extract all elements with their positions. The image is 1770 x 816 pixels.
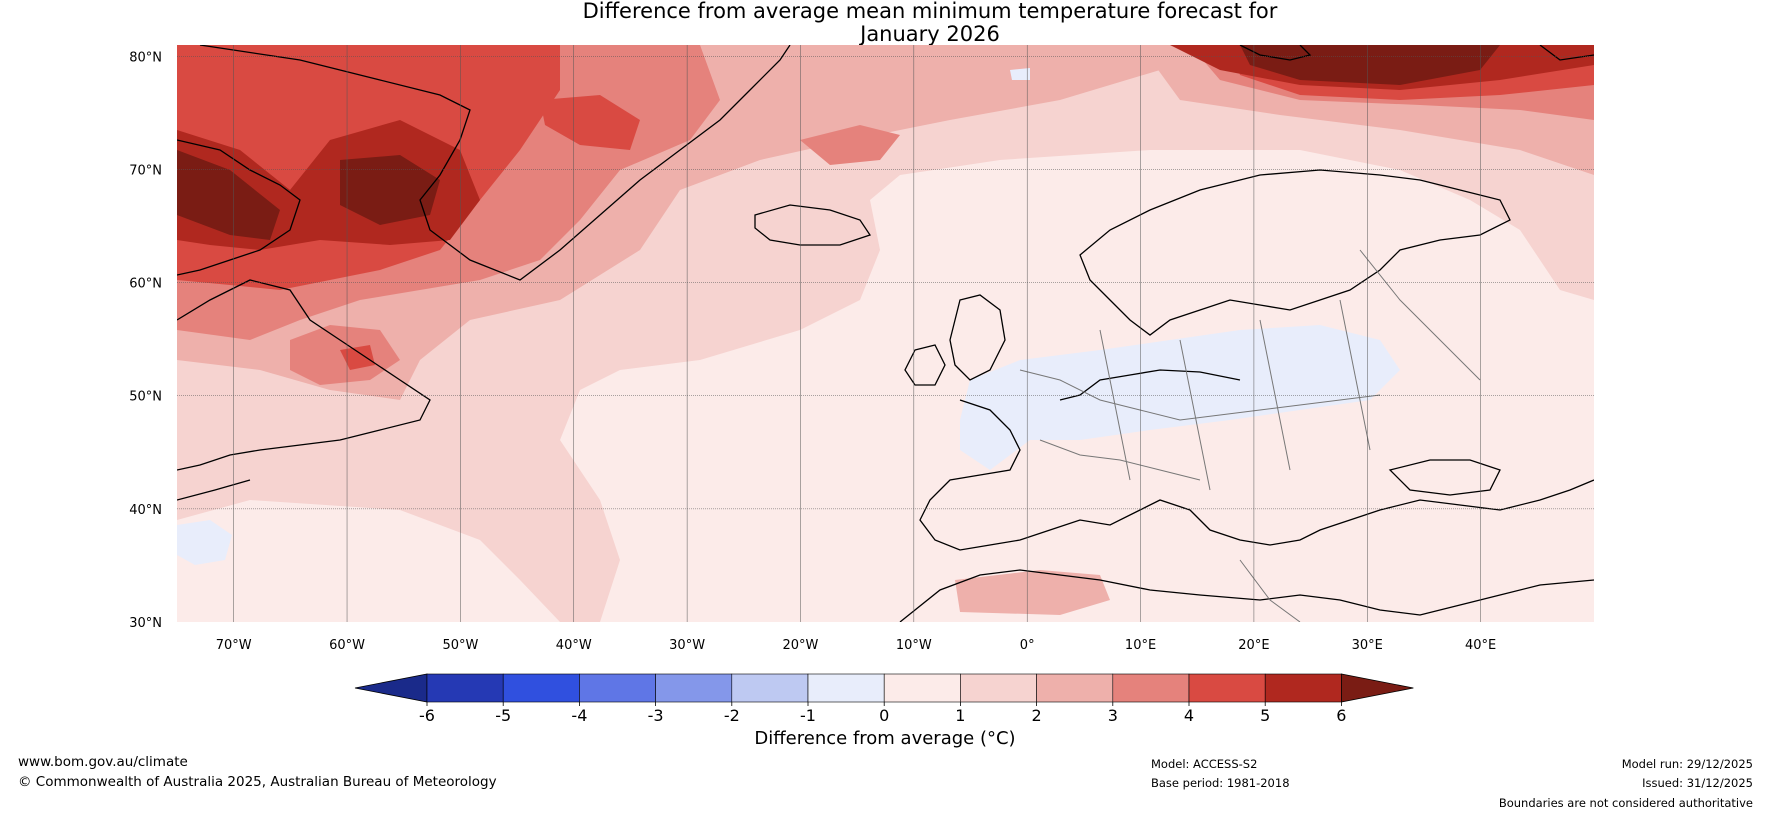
- lon-label: 30°E: [1352, 638, 1383, 653]
- britain-coast: [949, 294, 1006, 381]
- colorbar-segment: [1264, 673, 1342, 703]
- border-line-5: [1339, 299, 1371, 451]
- colorbar-tick-label: -1: [800, 706, 816, 725]
- border-line-6: [1039, 439, 1201, 481]
- anomaly-field: [177, 45, 1594, 622]
- baffin-coast: [177, 139, 301, 276]
- border-line-4: [1259, 319, 1291, 471]
- border-line-2: [1099, 329, 1131, 481]
- anomaly-0-1-south-region: [177, 500, 560, 622]
- novaya-zemlya-coast: [1539, 45, 1594, 61]
- greenland-coast: [199, 45, 791, 281]
- colorbar-segment: [426, 673, 504, 703]
- colorbar-tick-label: 5: [1260, 706, 1270, 725]
- colorbar: [354, 673, 1414, 703]
- north-america-south-coast: [177, 479, 251, 501]
- lon-label: 50°W: [442, 638, 478, 653]
- border-line-7: [1359, 249, 1481, 381]
- lat-label: 40°N: [129, 503, 162, 518]
- footer-model-run: Model run: 29/12/2025: [1621, 757, 1753, 771]
- chart-title: Difference from average mean minimum tem…: [520, 0, 1340, 46]
- lat-label: 50°N: [129, 390, 162, 405]
- north-africa-coast: [899, 569, 1594, 622]
- anomaly-4-5-newfoundland-region: [340, 345, 375, 370]
- colorbar-segment: [502, 673, 580, 703]
- footer-site: www.bom.gov.au/climate: [18, 754, 188, 770]
- ireland-coast: [904, 344, 946, 386]
- colorbar-tick-label: -3: [648, 706, 664, 725]
- footer-disclaimer: Boundaries are not considered authoritat…: [1498, 796, 1753, 810]
- anomaly-neg-arctic-spot: [1010, 68, 1030, 80]
- colorbar-tick-label: -4: [571, 706, 587, 725]
- colorbar-tick-label: -5: [495, 706, 511, 725]
- anomaly-2-3-africa-region: [955, 570, 1110, 615]
- anomaly-gt6-arctic-region: [1240, 45, 1500, 85]
- lon-label: 10°W: [896, 638, 932, 653]
- anomaly-3-4-iceland-region: [800, 125, 900, 165]
- colorbar-segment: [1188, 673, 1266, 703]
- colorbar-extend-high: [1341, 673, 1414, 703]
- colorbar-segment: [579, 673, 656, 703]
- lon-label: 30°W: [669, 638, 705, 653]
- lon-label: 0°: [1020, 638, 1035, 653]
- lat-label: 80°N: [129, 50, 162, 65]
- iceland-coast: [754, 204, 872, 246]
- colorbar-segment: [807, 673, 885, 703]
- anomaly-gt6-baffin-region: [177, 150, 280, 240]
- lat-label: 70°N: [129, 163, 162, 178]
- anomaly-neg-atlantic-region: [177, 520, 232, 565]
- scandinavia-coast: [1079, 169, 1511, 336]
- title-line-2: January 2026: [860, 22, 1000, 46]
- footer-model: Model: ACCESS-S2: [1151, 757, 1258, 771]
- coastlines: [177, 45, 1594, 622]
- lat-label: 60°N: [129, 277, 162, 292]
- longitude-labels: 70°W 60°W 50°W 40°W 30°W 20°W 10°W 0° 10°E 20°E 30…: [216, 638, 1497, 653]
- anomaly-neg-europe-region: [960, 325, 1400, 470]
- colorbar-segment: [883, 673, 961, 703]
- lon-label: 40°W: [556, 638, 592, 653]
- country-borders: [1019, 249, 1481, 622]
- border-line-3: [1179, 339, 1211, 491]
- footer-copyright: © Commonwealth of Australia 2025, Austra…: [18, 774, 497, 790]
- lon-label: 20°W: [783, 638, 819, 653]
- colorbar-segment: [960, 673, 1037, 703]
- footer-issued: Issued: 31/12/2025: [1642, 776, 1753, 790]
- lon-label: 10°E: [1125, 638, 1156, 653]
- colorbar-tick-label: -2: [724, 706, 740, 725]
- lon-label: 40°E: [1465, 638, 1496, 653]
- colorbar-tick-label: -6: [419, 706, 435, 725]
- baltic-coast: [1059, 369, 1241, 401]
- border-line-1: [1019, 369, 1381, 421]
- colorbar-ticks: -6 -5 -4 -3 -2 -1 0 1 2 3 4 5 6: [419, 702, 1346, 725]
- footer-base-period: Base period: 1981-2018: [1151, 776, 1290, 790]
- svalbard-coast: [1239, 45, 1312, 61]
- colorbar-label: Difference from average (°C): [754, 728, 1016, 749]
- lon-label: 60°W: [329, 638, 365, 653]
- colorbar-tick-label: 3: [1108, 706, 1118, 725]
- lon-label: 70°W: [216, 638, 252, 653]
- north-america-east-coast: [177, 279, 431, 471]
- mediterranean-coast: [919, 399, 1594, 551]
- lon-label: 20°E: [1238, 638, 1269, 653]
- anomaly-4-5-denmark-strait-region: [540, 95, 640, 150]
- colorbar-segment: [1112, 673, 1190, 703]
- colorbar-segment: [1036, 673, 1114, 703]
- colorbar-segment: [731, 673, 809, 703]
- colorbar-tick-label: 2: [1032, 706, 1042, 725]
- title-line-1: Difference from average mean minimum tem…: [582, 0, 1278, 23]
- anomaly-0-1-atlantic-region: [620, 470, 900, 622]
- colorbar-tick-label: 1: [955, 706, 965, 725]
- gridlines: [177, 45, 1594, 622]
- colorbar-tick-label: 6: [1336, 706, 1346, 725]
- colorbar-tick-label: 4: [1184, 706, 1194, 725]
- anomaly-gt6-greenland-region: [340, 155, 440, 225]
- border-line-8: [1239, 559, 1301, 622]
- black-sea-coast: [1388, 459, 1501, 496]
- colorbar-segment: [655, 673, 733, 703]
- colorbar-tick-label: 0: [879, 706, 889, 725]
- lat-label: 30°N: [129, 616, 162, 631]
- latitude-labels: 80°N 70°N 60°N 50°N 40°N 30°N: [129, 50, 162, 631]
- colorbar-extend-low: [354, 673, 428, 703]
